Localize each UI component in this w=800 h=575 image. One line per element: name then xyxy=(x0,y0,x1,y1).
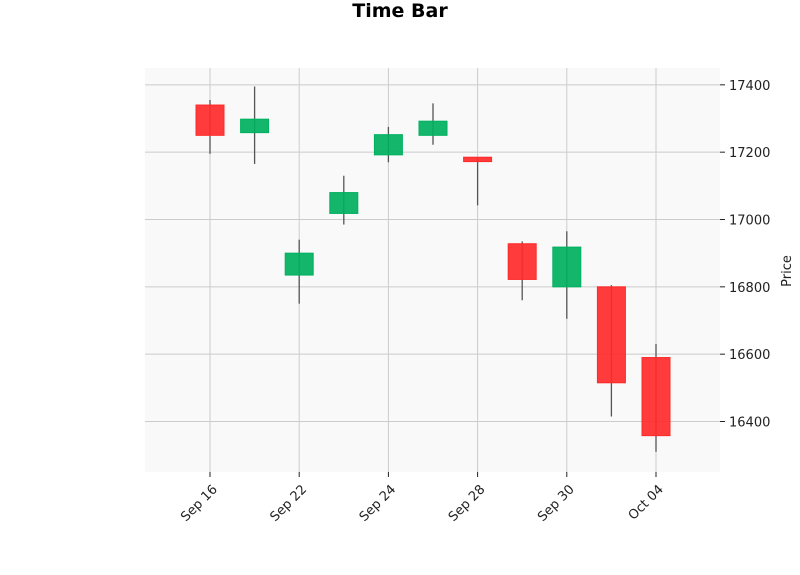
x-tick-label: Sep 16 xyxy=(178,482,221,525)
candle-body-up xyxy=(418,120,448,136)
y-tick-label: 16400 xyxy=(729,416,770,431)
candle-body-up xyxy=(284,252,314,276)
x-tick-label: Sep 28 xyxy=(446,482,489,525)
candle-body-down xyxy=(195,104,225,136)
candle-body-down xyxy=(641,357,671,437)
y-axis-label: Price xyxy=(780,255,795,287)
x-tick-label: Sep 22 xyxy=(267,482,310,525)
y-axis: 16400 16600 16800 17000 17200 17400 xyxy=(720,79,770,431)
candle-body-up xyxy=(373,134,403,156)
candle xyxy=(284,239,314,304)
candle xyxy=(418,103,448,145)
chart-title: Time Bar xyxy=(352,0,448,22)
candle xyxy=(329,175,359,225)
candle-body-up xyxy=(552,246,582,288)
y-tick-label: 17000 xyxy=(729,214,770,229)
candle xyxy=(463,156,493,206)
candle xyxy=(507,241,537,301)
y-tick-label: 17200 xyxy=(729,146,770,161)
candle-body-up xyxy=(240,118,270,134)
candle xyxy=(240,86,270,164)
candle xyxy=(373,126,403,163)
candle xyxy=(195,99,225,154)
y-tick-label: 16800 xyxy=(729,281,770,296)
y-tick-label: 17400 xyxy=(729,79,770,94)
candle xyxy=(552,231,582,319)
x-tick-label: Sep 30 xyxy=(535,482,578,525)
candle-body-down xyxy=(463,156,493,163)
candle-body-down xyxy=(596,286,626,384)
candles xyxy=(195,86,671,452)
x-tick-label: Sep 24 xyxy=(357,482,400,525)
candle-body-down xyxy=(507,243,537,280)
x-axis: Sep 16 Sep 22 Sep 24 Sep 28 Sep 30 Oct 04 xyxy=(178,472,667,525)
candle-body-up xyxy=(329,192,359,214)
y-tick-label: 16600 xyxy=(729,348,770,363)
candle xyxy=(596,285,626,417)
candle xyxy=(641,344,671,452)
x-tick-label: Oct 04 xyxy=(626,482,667,523)
